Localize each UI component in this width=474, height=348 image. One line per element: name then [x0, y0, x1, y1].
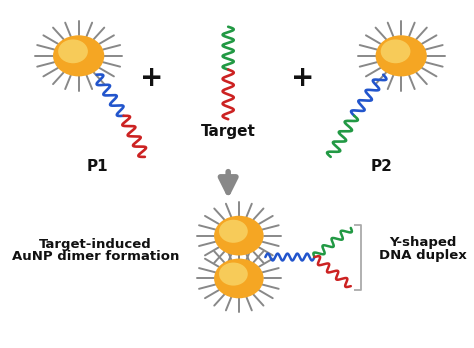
Text: Target-induced: Target-induced [39, 238, 152, 251]
Circle shape [214, 259, 264, 298]
Text: P2: P2 [371, 159, 393, 174]
Circle shape [375, 35, 427, 77]
Text: +: + [140, 64, 163, 92]
Circle shape [58, 39, 88, 63]
Circle shape [381, 39, 410, 63]
Circle shape [214, 216, 264, 255]
Circle shape [219, 220, 248, 243]
Text: Y-shaped: Y-shaped [389, 236, 456, 249]
Text: AuNP dimer formation: AuNP dimer formation [12, 250, 180, 263]
Text: DNA duplex: DNA duplex [379, 249, 466, 262]
FancyArrowPatch shape [220, 172, 236, 192]
Text: Target: Target [201, 124, 255, 139]
Circle shape [219, 262, 248, 286]
Circle shape [53, 35, 104, 77]
Text: P1: P1 [87, 159, 109, 174]
Text: +: + [291, 64, 315, 92]
